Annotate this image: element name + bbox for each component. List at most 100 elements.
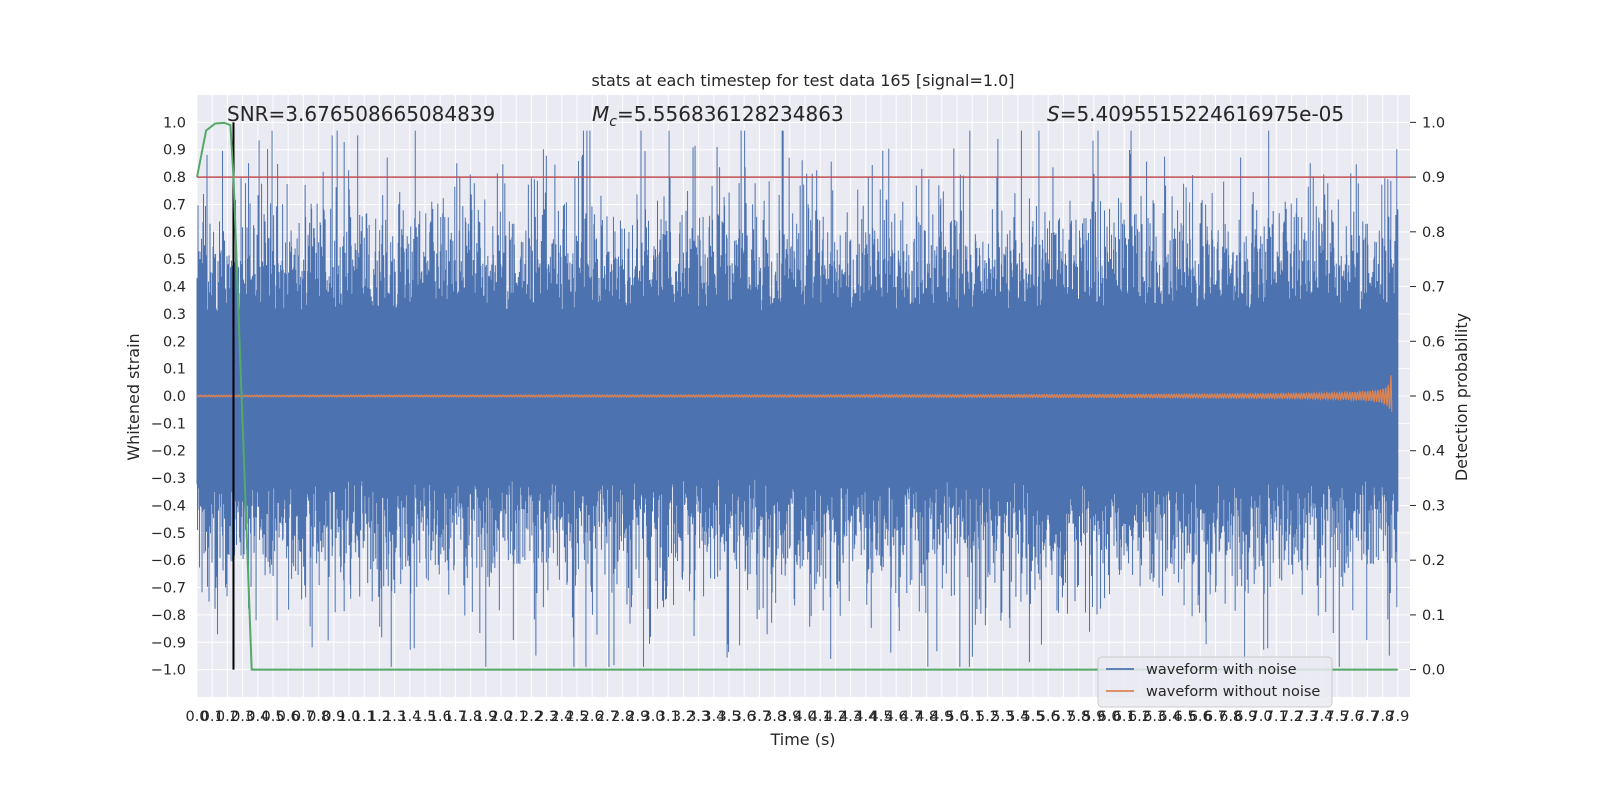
x-tick-label: 4.2 xyxy=(824,709,847,725)
left-y-tick-label: −1.0 xyxy=(151,663,186,679)
x-tick-label: 3.8 xyxy=(763,709,786,725)
x-tick-label: 7.7 xyxy=(1356,709,1379,725)
x-tick-label: 6.7 xyxy=(1204,709,1227,725)
x-tick-label: 1.1 xyxy=(353,709,376,725)
left-y-tick-label: −0.6 xyxy=(151,553,186,569)
right-y-tick-label: 0.8 xyxy=(1422,225,1445,241)
left-y-tick-label: 0.0 xyxy=(163,389,186,405)
left-y-tick-label: 0.1 xyxy=(163,362,186,378)
left-y-tick-label: −0.4 xyxy=(151,498,186,514)
x-tick-label: 2.5 xyxy=(565,709,588,725)
x-tick-label: 2.3 xyxy=(535,709,558,725)
right-y-tick-label: 0.7 xyxy=(1422,280,1445,296)
x-tick-label: 6.3 xyxy=(1143,709,1166,725)
left-y-tick-label: 0.3 xyxy=(163,307,186,323)
clean-waveform-trace xyxy=(196,375,1393,412)
x-tick-label: 5.3 xyxy=(991,709,1014,725)
right-y-tick-label: 0.9 xyxy=(1422,170,1445,186)
x-tick-label: 6.5 xyxy=(1174,709,1197,725)
x-tick-label: 4.3 xyxy=(839,709,862,725)
left-y-tick-label: −0.5 xyxy=(151,526,186,542)
left-y-tick-label: −0.9 xyxy=(151,635,186,651)
left-y-tick-label: 1.0 xyxy=(163,115,186,131)
right-y-tick-label: 0.2 xyxy=(1422,553,1445,569)
x-tick-label: 3.2 xyxy=(672,709,695,725)
x-tick-label: 7.2 xyxy=(1280,709,1303,725)
x-tick-label: 1.5 xyxy=(413,709,436,725)
x-tick-label: 4.4 xyxy=(854,709,877,725)
chirp-mass-subscript: c xyxy=(609,114,617,130)
x-tick-label: 3.4 xyxy=(702,709,725,725)
left-y-axis-ticks: −1.0 −0.9 −0.8 −0.7 −0.6 −0.5 −0.4 −0.3 −0.2 −0.1… xyxy=(151,115,186,678)
x-tick-label: 6.0 xyxy=(1097,709,1120,725)
legend-label-noise: waveform with noise xyxy=(1146,662,1297,678)
x-tick-label: 5.1 xyxy=(961,709,984,725)
right-y-tick-label: 0.4 xyxy=(1422,444,1445,460)
x-tick-label: 4.1 xyxy=(809,709,832,725)
left-y-tick-label: 0.5 xyxy=(163,252,186,268)
x-tick-label: 1.3 xyxy=(383,709,406,725)
x-tick-label: 0.9 xyxy=(322,709,345,725)
x-tick-label: 2.9 xyxy=(626,709,649,725)
x-tick-label: 4.0 xyxy=(793,709,816,725)
x-tick-label: 7.0 xyxy=(1250,709,1273,725)
series-waveform-without-noise xyxy=(196,375,1393,412)
x-tick-label: 3.0 xyxy=(641,709,664,725)
s-value: =5.4095515224616975e-05 xyxy=(1060,102,1344,126)
x-tick-label: 0.8 xyxy=(307,709,330,725)
x-tick-label: 3.9 xyxy=(778,709,801,725)
x-tick-label: 1.0 xyxy=(337,709,360,725)
s-annotation: S=5.4095515224616975e-05 xyxy=(1047,102,1344,126)
x-tick-label: 5.2 xyxy=(976,709,999,725)
chirp-mass-value: =5.556836128234863 xyxy=(617,102,844,126)
x-axis-ticks: 0.00.10.20.30.40.50.60.70.80.91.01.11.21… xyxy=(185,709,1409,725)
x-tick-label: 2.7 xyxy=(596,709,619,725)
right-y-axis-label: Detection probability xyxy=(1452,313,1471,481)
x-tick-label: 5.5 xyxy=(1021,709,1044,725)
x-tick-label: 1.9 xyxy=(474,709,497,725)
x-tick-label: 0.5 xyxy=(261,709,284,725)
x-tick-label: 1.6 xyxy=(429,709,452,725)
right-y-tick-label: 0.0 xyxy=(1422,663,1445,679)
x-tick-label: 6.1 xyxy=(1113,709,1136,725)
x-tick-label: 6.4 xyxy=(1158,709,1181,725)
right-y-axis-ticks: 0.0 0.1 0.2 0.3 0.4 0.5 0.6 0.7 0.8 0.9 1.0 xyxy=(1410,115,1445,679)
x-tick-label: 5.4 xyxy=(1006,709,1029,725)
chirp-mass-annotation: Mc=5.556836128234863 xyxy=(592,102,844,130)
x-tick-label: 2.1 xyxy=(505,709,528,725)
left-y-axis-label: Whitened strain xyxy=(124,333,143,460)
right-y-tick-label: 0.5 xyxy=(1422,389,1445,405)
x-tick-label: 4.8 xyxy=(915,709,938,725)
x-tick-label: 4.6 xyxy=(885,709,908,725)
x-tick-label: 3.6 xyxy=(733,709,756,725)
x-tick-label: 2.8 xyxy=(611,709,634,725)
x-tick-label: 5.0 xyxy=(945,709,968,725)
x-tick-label: 1.7 xyxy=(444,709,467,725)
x-tick-label: 0.2 xyxy=(216,709,239,725)
x-tick-label: 3.3 xyxy=(687,709,710,725)
left-y-tick-label: 0.9 xyxy=(163,143,186,159)
legend: waveform with noise waveform without noi… xyxy=(1097,656,1333,708)
x-tick-label: 0.7 xyxy=(292,709,315,725)
x-tick-label: 0.1 xyxy=(201,709,224,725)
x-tick-label: 6.2 xyxy=(1128,709,1151,725)
x-tick-label: 7.9 xyxy=(1386,709,1409,725)
x-tick-label: 1.4 xyxy=(398,709,421,725)
left-y-tick-label: 0.2 xyxy=(163,334,186,350)
x-tick-label: 0.6 xyxy=(277,709,300,725)
left-y-tick-label: −0.8 xyxy=(151,608,186,624)
x-tick-label: 5.7 xyxy=(1052,709,1075,725)
x-tick-label: 4.9 xyxy=(930,709,953,725)
x-tick-label: 5.6 xyxy=(1037,709,1060,725)
legend-box xyxy=(1097,656,1333,708)
x-tick-label: 3.5 xyxy=(717,709,740,725)
x-tick-label: 3.1 xyxy=(657,709,680,725)
left-y-tick-label: −0.3 xyxy=(151,471,186,487)
x-tick-label: 3.7 xyxy=(748,709,771,725)
x-tick-label: 7.1 xyxy=(1265,709,1288,725)
left-y-tick-label: −0.1 xyxy=(151,416,186,432)
right-y-tick-label: 0.3 xyxy=(1422,498,1445,514)
x-tick-label: 0.3 xyxy=(231,709,254,725)
